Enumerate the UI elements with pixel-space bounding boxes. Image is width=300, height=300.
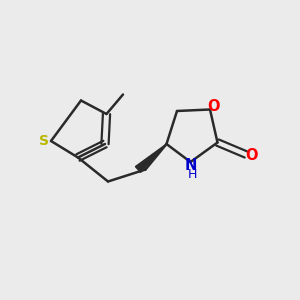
- Text: S: S: [39, 134, 50, 148]
- Text: O: O: [246, 148, 258, 164]
- Polygon shape: [135, 144, 167, 172]
- Text: N: N: [184, 158, 197, 172]
- Text: H: H: [188, 168, 198, 181]
- Text: O: O: [207, 99, 220, 114]
